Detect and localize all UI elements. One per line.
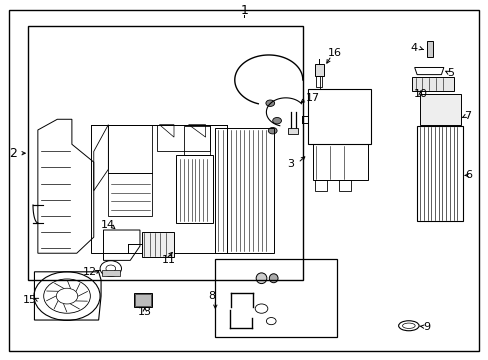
Bar [215,128,273,253]
Text: 13: 13 [138,307,151,317]
Text: 15: 15 [22,295,37,305]
Bar [28,26,302,280]
Text: 14: 14 [101,220,115,230]
Text: 9: 9 [423,322,429,332]
Bar [157,125,210,152]
Bar [314,64,323,76]
Text: 12: 12 [82,267,97,277]
Text: 4: 4 [409,43,416,53]
Bar [176,155,212,223]
Text: 16: 16 [327,48,341,58]
Circle shape [272,117,281,124]
Circle shape [268,127,277,134]
Bar [316,76,322,87]
Text: 7: 7 [463,111,470,121]
Bar [411,77,453,91]
Ellipse shape [269,274,278,283]
Bar [134,294,151,306]
Text: 5: 5 [447,68,454,78]
Text: 3: 3 [286,159,294,169]
Bar [416,126,462,221]
Bar [426,41,432,57]
Text: 1: 1 [240,4,248,17]
Text: 17: 17 [305,93,319,103]
Bar [108,173,152,216]
Text: 2: 2 [10,147,18,160]
Bar [287,128,297,134]
Text: 11: 11 [162,255,176,265]
Bar [91,125,227,253]
Text: 10: 10 [413,89,427,99]
Bar [142,232,174,257]
Text: 6: 6 [465,170,472,180]
Bar [183,126,210,155]
Text: 8: 8 [207,291,215,301]
Bar [215,258,336,337]
Bar [339,180,351,192]
Bar [314,180,326,192]
Ellipse shape [256,273,266,284]
Bar [102,270,119,276]
Bar [133,293,152,307]
Bar [419,94,460,125]
Circle shape [265,100,274,107]
Bar [312,144,368,180]
Bar [307,89,370,144]
